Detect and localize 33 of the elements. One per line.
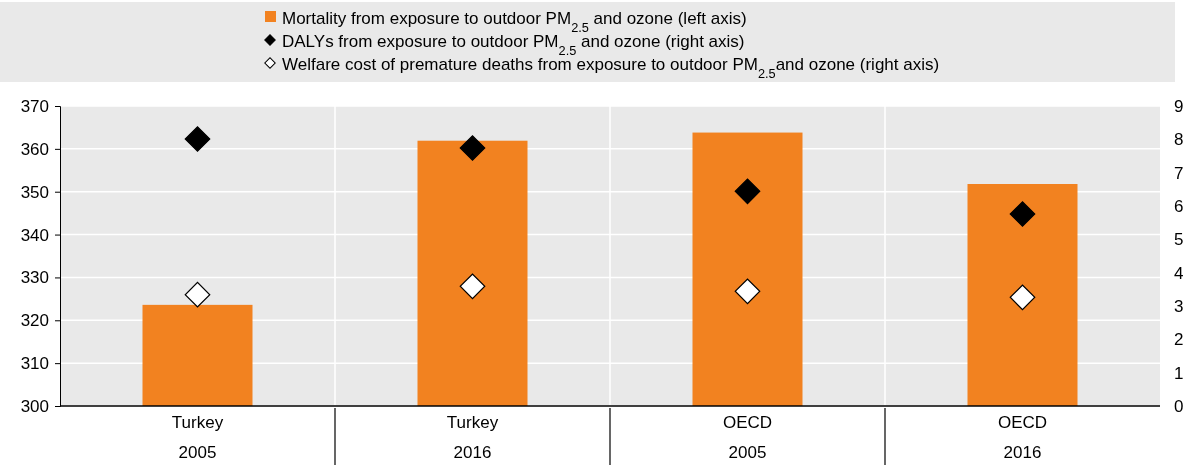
legend-label: Mortality from exposure to outdoor PM$_{2.5}$ and ozone (left axis)	[282, 9, 747, 35]
y2-tick-label: 7	[1174, 163, 1184, 183]
x-tick-label: OECD 2016	[997, 413, 1048, 462]
x-tick-label: OECD 2005	[722, 413, 773, 462]
y-tick-label: 300	[20, 396, 49, 416]
point	[734, 278, 761, 305]
y2-tick-label: 1	[1174, 363, 1184, 383]
y2-tick-label: 8	[1174, 130, 1184, 150]
x-tick-label: Turkey 2005	[171, 413, 224, 462]
y-tick-label: 370	[20, 96, 49, 116]
y2-tick-label: 6	[1174, 196, 1184, 216]
y-tick-label: 320	[20, 311, 49, 331]
y-tick-label: 310	[20, 354, 49, 374]
y2-tick-label: 9	[1174, 96, 1184, 116]
legend-label: Welfare cost of premature deaths from exposure to outdoor PM$_{2.5}$and ozone (right axis)	[282, 55, 940, 81]
y-tick-label: 330	[20, 268, 49, 288]
y2-tick-label: 0	[1174, 396, 1184, 416]
point	[184, 281, 211, 308]
point	[734, 178, 761, 205]
point	[459, 135, 486, 161]
y-tick-label: 360	[20, 139, 49, 159]
legend-label: DALYs from exposure to outdoor PM$_{2.5}$ and ozone (right axis)	[282, 32, 745, 58]
y2-tick-label: 2	[1174, 330, 1184, 350]
y-tick-label: 350	[20, 182, 49, 202]
point	[459, 273, 486, 300]
y-tick-label: 340	[20, 225, 49, 245]
y2-tick-label: 4	[1174, 263, 1184, 283]
x-tick-label: Turkey 2016	[446, 413, 499, 462]
point	[184, 126, 211, 152]
point	[1009, 284, 1036, 311]
point	[1009, 201, 1036, 227]
y2-tick-label: 5	[1174, 230, 1184, 250]
y2-tick-label: 3	[1174, 296, 1184, 316]
